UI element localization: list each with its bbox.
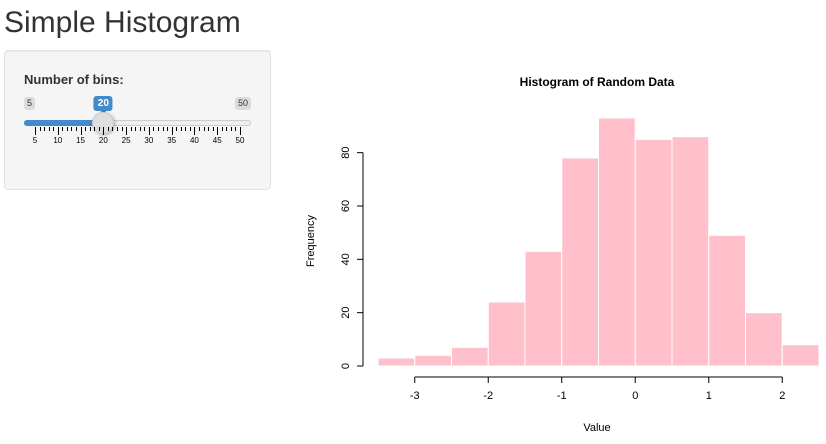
slider-grid-tick — [57, 127, 59, 135]
slider-grid-tick — [103, 127, 105, 135]
slider-grid-minor-tick — [53, 127, 55, 131]
slider-grid-minor-tick — [176, 127, 178, 131]
slider-grid-minor-tick — [153, 127, 155, 131]
y-axis-tick-label: 20 — [340, 307, 352, 319]
x-axis-tick-label: 0 — [632, 390, 638, 402]
slider-grid-minor-tick — [189, 127, 191, 131]
histogram-bar — [634, 138, 673, 367]
slider-grid-label: 35 — [167, 136, 177, 145]
slider-grid-minor-tick — [221, 127, 223, 131]
slider-grid-minor-tick — [235, 127, 237, 131]
slider-grid-tick — [126, 127, 128, 135]
x-axis-tick-label: -2 — [483, 390, 493, 402]
slider-grid-minor-tick — [180, 127, 182, 131]
x-axis-tick-label: 1 — [706, 390, 712, 402]
slider-grid-minor-tick — [185, 127, 187, 131]
slider-grid-tick — [171, 127, 173, 135]
slider-grid-minor-tick — [158, 127, 159, 131]
x-axis-tick-label: 2 — [779, 390, 785, 402]
x-axis-tick-label: -1 — [557, 390, 567, 402]
slider-fill-bar — [24, 120, 104, 126]
sidebar-panel: Number of bins: 5 50 20 5 10 15 20 25 30 35 40 4… — [4, 50, 271, 190]
slider-grid-tick — [240, 127, 241, 135]
histogram-bar — [781, 344, 820, 367]
app-title: Simple Histogram — [4, 6, 241, 39]
slider-grid-minor-tick — [44, 127, 46, 131]
slider-grid-minor-tick — [121, 127, 123, 131]
slider-grid-tick — [80, 127, 82, 135]
slider-grid-minor-tick — [94, 127, 96, 131]
histogram-bar — [377, 357, 416, 367]
slider-grid-minor-tick — [144, 127, 146, 131]
slider-grid-minor-tick — [162, 127, 164, 131]
histogram-bar — [598, 117, 636, 367]
x-axis-label: Value — [583, 422, 610, 434]
histogram-bar — [524, 250, 563, 367]
slider-grid-label: 5 — [32, 136, 38, 145]
slider-grid-minor-tick — [130, 127, 132, 131]
bins-slider-label: Number of bins: — [24, 72, 124, 87]
histogram-bar — [451, 346, 489, 367]
y-axis-tick-label: 0 — [340, 363, 352, 369]
histogram-bar — [561, 157, 599, 367]
slider-grid-minor-tick — [112, 127, 114, 131]
slider-grid-minor-tick — [71, 127, 73, 131]
histogram-bar — [414, 354, 452, 367]
slider-grid-minor-tick — [39, 127, 41, 131]
chart-title: Histogram of Random Data — [520, 75, 675, 89]
slider-grid: 5 10 15 20 25 30 35 40 45 50 — [24, 127, 251, 149]
histogram-plot: Histogram of Random Data -3 -2 -1 0 1 2020406… — [305, 75, 820, 434]
slider-grid-minor-tick — [167, 127, 169, 131]
y-axis-label: Frequency — [305, 215, 317, 267]
slider-grid-minor-tick — [85, 127, 87, 131]
slider-grid-minor-tick — [230, 127, 232, 131]
slider-grid-minor-tick — [199, 127, 200, 131]
slider-grid-label: 45 — [212, 136, 222, 145]
slider-grid-tick — [35, 127, 36, 135]
slider-grid-minor-tick — [89, 127, 91, 131]
slider-grid-minor-tick — [203, 127, 205, 131]
slider-grid-minor-tick — [117, 127, 118, 131]
slider-grid-minor-tick — [135, 127, 137, 131]
slider-grid-minor-tick — [66, 127, 68, 131]
slider-max-label: 50 — [235, 97, 252, 110]
slider-grid-minor-tick — [107, 127, 109, 131]
histogram-bar — [745, 312, 783, 367]
histogram-bar — [708, 234, 746, 367]
slider-grid-minor-tick — [48, 127, 50, 131]
x-axis-tick-label: -3 — [410, 390, 420, 402]
histogram-bar — [487, 301, 526, 367]
slider-grid-minor-tick — [98, 127, 100, 131]
slider-grid-label: 40 — [189, 136, 199, 145]
slider-grid-label: 50 — [235, 136, 245, 145]
slider-grid-tick — [217, 127, 219, 135]
histogram-bars — [377, 117, 820, 367]
slider-min-label: 5 — [24, 97, 36, 110]
slider-grid-minor-tick — [139, 127, 141, 131]
slider-grid-tick — [148, 127, 150, 135]
slider-value-label: 20 — [93, 96, 113, 114]
slider-grid-label: 20 — [98, 136, 108, 145]
y-axis-tick-label: 40 — [340, 253, 352, 265]
slider-grid-minor-tick — [212, 127, 214, 131]
slider-grid-label: 25 — [121, 136, 131, 145]
histogram-bar — [671, 136, 710, 367]
slider-grid-label: 10 — [53, 136, 63, 145]
slider-grid-minor-tick — [76, 127, 77, 131]
slider-grid-tick — [194, 127, 196, 135]
slider-grid-minor-tick — [62, 127, 64, 131]
slider-grid-minor-tick — [226, 127, 228, 131]
slider-grid-label: 30 — [144, 136, 154, 145]
slider-grid-minor-tick — [208, 127, 210, 131]
y-axis-tick-label: 80 — [340, 147, 352, 159]
slider-grid-label: 15 — [76, 136, 85, 145]
y-axis-tick-label: 60 — [340, 200, 352, 212]
